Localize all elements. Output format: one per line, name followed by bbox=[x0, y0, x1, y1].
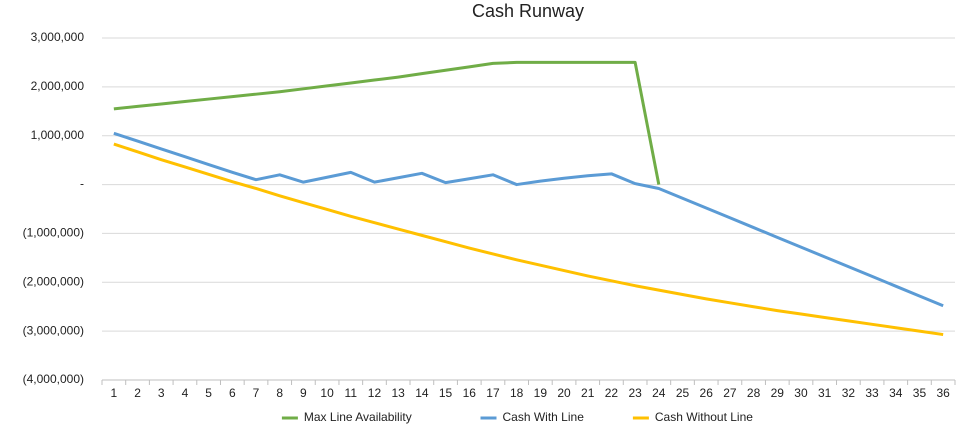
x-tick-label: 10 bbox=[320, 386, 334, 400]
x-tick-label: 28 bbox=[747, 386, 761, 400]
legend-label: Cash Without Line bbox=[655, 410, 753, 424]
y-tick-label: (1,000,000) bbox=[23, 226, 84, 240]
x-tick-label: 8 bbox=[276, 386, 283, 400]
x-tick-label: 19 bbox=[534, 386, 548, 400]
x-tick-label: 32 bbox=[842, 386, 856, 400]
y-tick-label: (2,000,000) bbox=[23, 274, 84, 288]
x-tick-label: 35 bbox=[913, 386, 927, 400]
y-tick-label: 3,000,000 bbox=[31, 30, 85, 44]
x-tick-label: 15 bbox=[439, 386, 453, 400]
x-tick-label: 3 bbox=[158, 386, 165, 400]
legend-label: Cash With Line bbox=[503, 410, 585, 424]
x-tick-label: 11 bbox=[345, 386, 358, 400]
y-tick-label: 1,000,000 bbox=[31, 128, 85, 142]
legend-label: Max Line Availability bbox=[304, 410, 412, 424]
x-tick-label: 22 bbox=[605, 386, 619, 400]
x-tick-label: 6 bbox=[229, 386, 236, 400]
x-tick-label: 24 bbox=[652, 386, 666, 400]
x-tick-label: 31 bbox=[818, 386, 832, 400]
x-tick-label: 23 bbox=[628, 386, 642, 400]
x-tick-label: 1 bbox=[111, 386, 118, 400]
x-tick-label: 21 bbox=[581, 386, 595, 400]
series-line bbox=[113, 142, 944, 337]
x-tick-label: 25 bbox=[676, 386, 690, 400]
x-tick-label: 26 bbox=[700, 386, 714, 400]
x-tick-label: 5 bbox=[205, 386, 212, 400]
x-tick-label: 9 bbox=[300, 386, 307, 400]
x-tick-label: 4 bbox=[182, 386, 189, 400]
y-tick-label: - bbox=[80, 177, 84, 191]
x-tick-label: 30 bbox=[794, 386, 808, 400]
x-tick-label: 17 bbox=[486, 386, 500, 400]
x-tick-label: 20 bbox=[557, 386, 571, 400]
y-tick-label: 2,000,000 bbox=[31, 79, 85, 93]
x-tick-label: 16 bbox=[463, 386, 477, 400]
x-tick-label: 27 bbox=[723, 386, 737, 400]
series-line bbox=[113, 131, 944, 308]
x-tick-label: 34 bbox=[889, 386, 903, 400]
x-tick-label: 36 bbox=[936, 386, 950, 400]
x-tick-label: 33 bbox=[865, 386, 879, 400]
x-tick-label: 7 bbox=[253, 386, 260, 400]
x-tick-label: 14 bbox=[415, 386, 429, 400]
x-tick-label: 2 bbox=[134, 386, 141, 400]
y-tick-label: (4,000,000) bbox=[23, 372, 84, 386]
series-line bbox=[113, 60, 661, 185]
y-tick-label: (3,000,000) bbox=[23, 323, 84, 337]
chart-title: Cash Runway bbox=[472, 1, 584, 21]
x-tick-label: 12 bbox=[368, 386, 382, 400]
x-tick-label: 18 bbox=[510, 386, 524, 400]
x-tick-label: 13 bbox=[392, 386, 406, 400]
x-tick-label: 29 bbox=[771, 386, 785, 400]
